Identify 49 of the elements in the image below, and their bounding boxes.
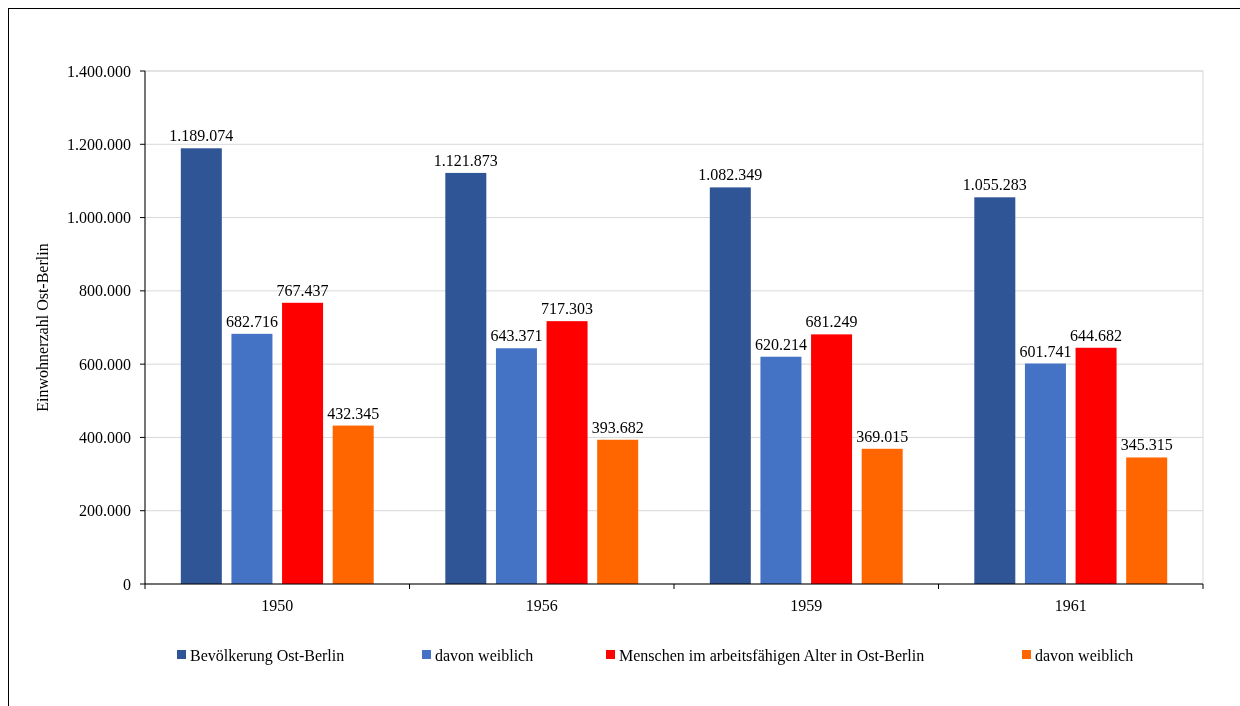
data-label: 643.371 — [490, 327, 543, 345]
y-tick-label: 1.000.000 — [67, 209, 131, 227]
data-label: 681.249 — [805, 313, 858, 331]
bar — [445, 172, 487, 584]
bar — [282, 302, 324, 584]
data-label: 601.741 — [1019, 342, 1072, 360]
bar — [811, 334, 853, 584]
legend-label: davon weiblich — [1035, 646, 1134, 664]
data-label: 345.315 — [1120, 436, 1173, 454]
data-label: 620.214 — [754, 335, 807, 353]
data-label: 432.345 — [327, 404, 380, 422]
y-tick-label: 1.400.000 — [67, 62, 131, 80]
y-tick-label: 1.200.000 — [67, 135, 131, 153]
legend-label: Menschen im arbeitsfähigen Alter in Ost-Berlin — [619, 646, 925, 665]
legend-label: Bevölkerung Ost-Berlin — [190, 646, 345, 665]
bar — [760, 356, 802, 584]
y-axis-title: Einwohnerzahl Ost-Berlin — [34, 243, 51, 412]
x-tick-label: 1956 — [525, 597, 558, 614]
data-label: 767.437 — [276, 281, 329, 299]
y-tick-label: 600.000 — [79, 355, 131, 373]
bar — [180, 148, 222, 584]
data-label: 717.303 — [541, 300, 594, 318]
y-tick-label: 800.000 — [79, 282, 131, 300]
bar — [1075, 347, 1117, 584]
data-label: 682.716 — [225, 312, 278, 330]
data-label: 644.682 — [1070, 326, 1123, 344]
y-tick-label: 200.000 — [79, 502, 131, 520]
bar — [1024, 363, 1066, 584]
bar — [861, 448, 903, 584]
bar — [974, 197, 1016, 584]
bar — [495, 348, 537, 584]
bar — [709, 187, 751, 584]
data-label: 1.055.283 — [962, 176, 1027, 194]
bar — [332, 425, 374, 584]
x-tick-label: 1961 — [1054, 597, 1087, 614]
bar — [597, 439, 639, 584]
data-label: 393.682 — [591, 418, 644, 436]
data-label: 369.015 — [856, 427, 909, 445]
bar — [1126, 457, 1168, 584]
data-label: 1.082.349 — [698, 166, 763, 184]
bar — [231, 333, 273, 584]
y-tick-label: 0 — [123, 575, 131, 593]
data-label: 1.189.074 — [169, 127, 234, 145]
bar — [546, 321, 588, 584]
x-tick-label: 1959 — [790, 597, 823, 614]
y-tick-label: 400.000 — [79, 429, 131, 447]
data-label: 1.121.873 — [433, 151, 498, 169]
legend-label: davon weiblich — [435, 646, 534, 664]
x-tick-label: 1950 — [261, 597, 294, 614]
